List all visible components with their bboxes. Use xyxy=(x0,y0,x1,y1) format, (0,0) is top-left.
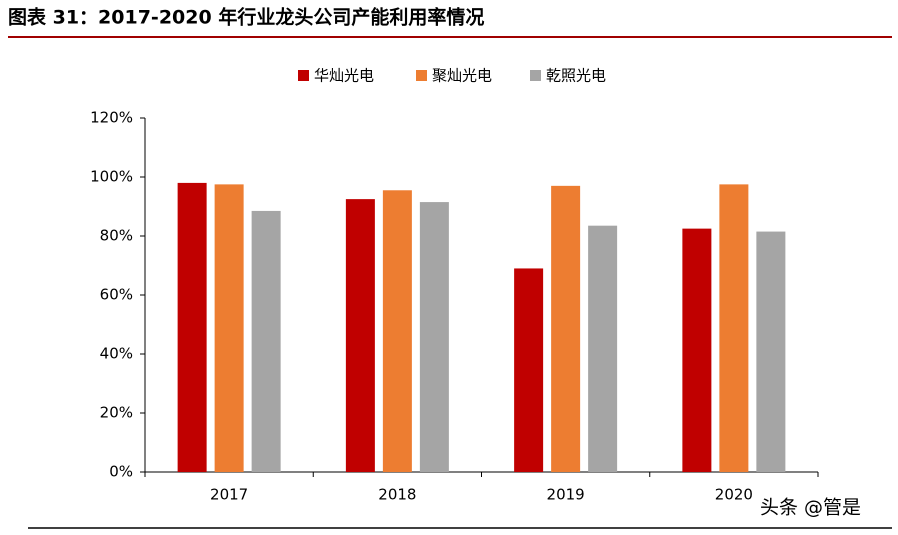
bar xyxy=(251,210,281,473)
legend-label: 华灿光电 xyxy=(314,67,374,85)
bar xyxy=(419,202,449,472)
bar xyxy=(682,228,712,472)
bar xyxy=(588,225,618,472)
legend-swatch xyxy=(530,70,541,81)
bar xyxy=(756,231,786,472)
legend-swatch xyxy=(416,70,427,81)
legend-label: 乾照光电 xyxy=(546,67,606,85)
x-tick-label: 2017 xyxy=(210,486,248,504)
bar xyxy=(345,199,375,472)
y-tick-label: 60% xyxy=(100,286,133,304)
x-tick-label: 2018 xyxy=(378,486,416,504)
bar xyxy=(177,182,207,472)
legend-label: 聚灿光电 xyxy=(432,67,492,85)
bar xyxy=(719,184,749,472)
bar xyxy=(551,185,581,472)
y-tick-label: 120% xyxy=(90,109,133,127)
watermark: 头条 @管是 xyxy=(760,497,861,519)
x-tick-label: 2019 xyxy=(547,486,585,504)
bar xyxy=(382,190,412,472)
y-tick-label: 100% xyxy=(90,168,133,186)
bar xyxy=(214,184,244,472)
bar xyxy=(514,268,544,472)
y-tick-label: 80% xyxy=(100,227,133,245)
x-tick-label: 2020 xyxy=(715,486,753,504)
legend-swatch xyxy=(298,70,309,81)
y-tick-label: 20% xyxy=(100,404,133,422)
y-tick-label: 0% xyxy=(109,463,133,481)
y-tick-label: 40% xyxy=(100,345,133,363)
chart-title: 图表 31：2017-2020 年行业龙头公司产能利用率情况 xyxy=(8,6,484,29)
